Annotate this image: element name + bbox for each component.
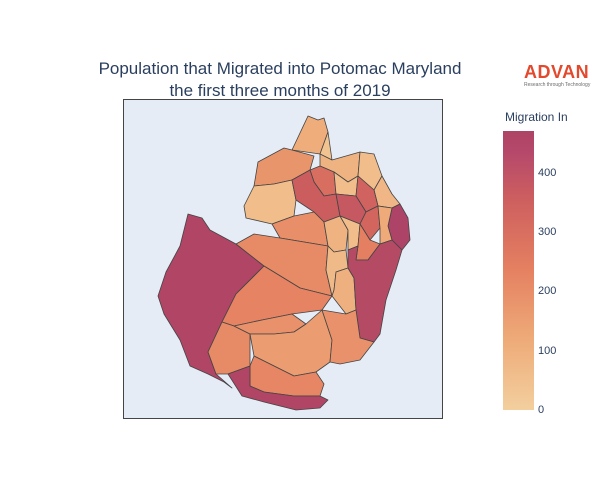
choropleth-map[interactable] (124, 100, 444, 420)
region-r21b[interactable] (227, 365, 329, 411)
colorbar-tick-300: 300 (538, 225, 557, 238)
colorbar-tick-400: 400 (538, 166, 557, 179)
region-r5[interactable] (243, 179, 297, 225)
map-panel[interactable] (123, 99, 443, 419)
colorbar-tick-200: 200 (538, 285, 557, 298)
region-r26[interactable] (321, 309, 375, 365)
region-r22[interactable] (207, 321, 251, 375)
colorbar-tick-100: 100 (538, 344, 557, 357)
advan-logo: ADVAN Research through Technology (524, 63, 594, 89)
logo-tagline: Research through Technology (524, 82, 591, 88)
chart-title-line1: Population that Migrated into Potomac Ma… (98, 59, 462, 78)
chart-title: Population that Migrated into Potomac Ma… (40, 58, 520, 102)
colorbar-title: Migration In (505, 110, 568, 124)
colorbar (503, 131, 534, 410)
chart-title-line2: the first three months of 2019 (169, 81, 391, 100)
logo-wordmark: ADVAN (524, 62, 590, 82)
region-r27[interactable] (347, 239, 403, 343)
colorbar-tick-0: 0 (538, 404, 545, 416)
